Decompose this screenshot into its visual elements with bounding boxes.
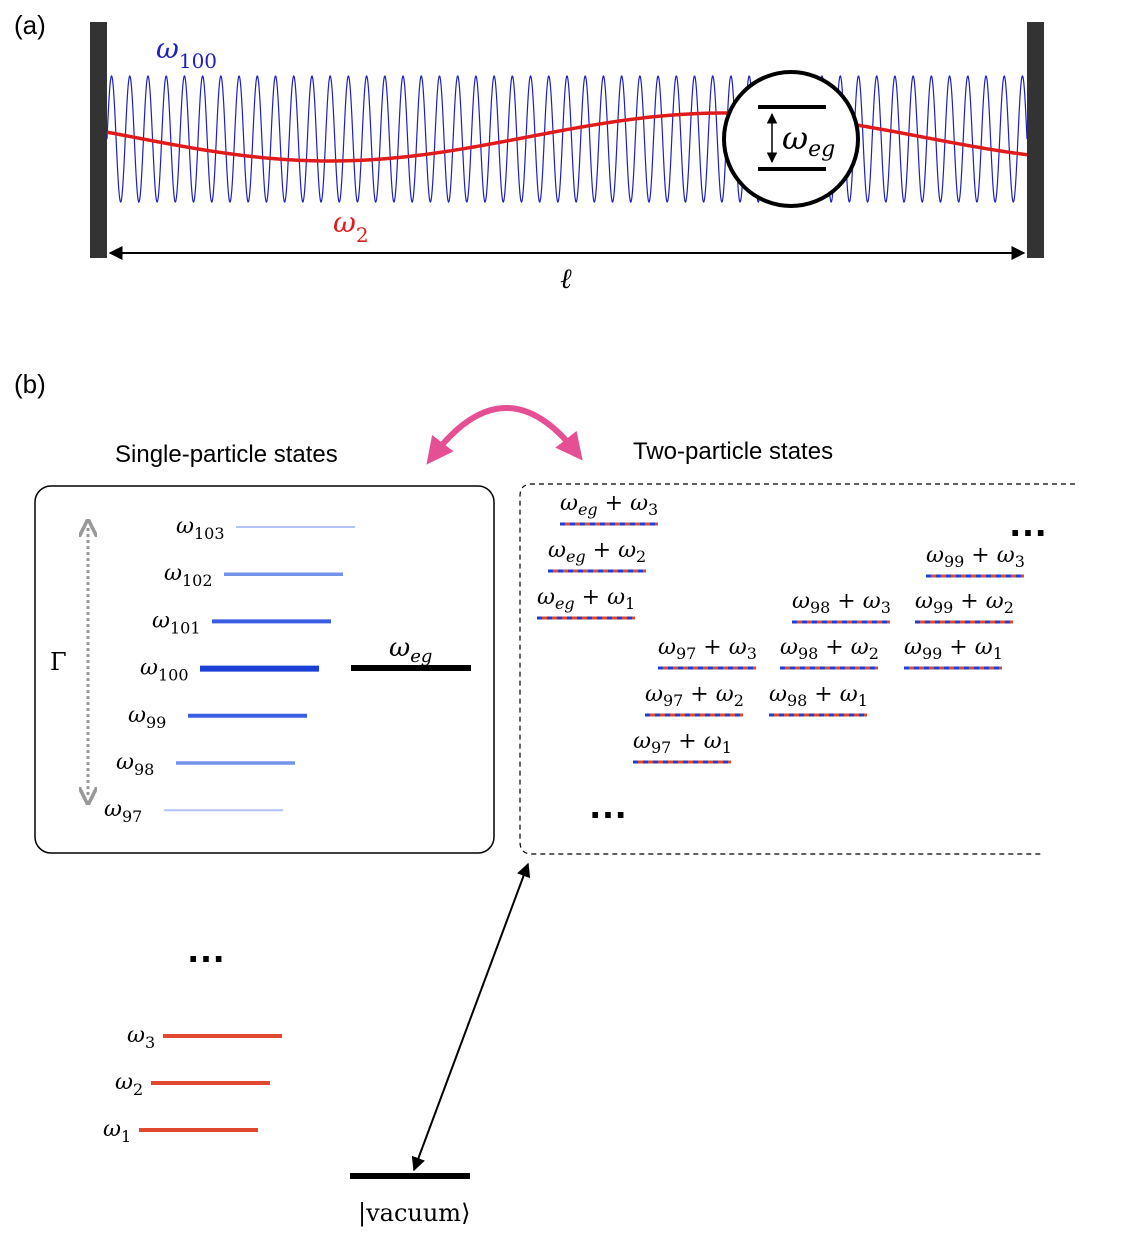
low-mode-levels: ω3 ω2 ω1 <box>103 1023 282 1146</box>
atom: ωeg <box>722 70 860 208</box>
single-level-label: ω99 <box>128 703 166 732</box>
coupling-arrow <box>426 405 583 465</box>
low-level-label: ω3 <box>127 1023 155 1052</box>
vacuum-label: |vacuum⟩ <box>358 1199 470 1228</box>
panel-a-label: (a) <box>14 10 46 40</box>
single-particle-box <box>34 485 495 854</box>
single-level-label: ω97 <box>104 797 142 826</box>
atom-label: ωeg <box>782 119 835 162</box>
single-particle-title: Single-particle states <box>115 441 338 468</box>
two-particle-state-label: ω98 + ω1 <box>769 682 868 710</box>
right-mirror <box>1027 22 1044 258</box>
two-particle-state-label: ω99 + ω3 <box>926 543 1025 571</box>
mode-2-label: ω2 <box>333 206 369 247</box>
mode-100-wave <box>106 74 1028 204</box>
length-label: ℓ <box>560 262 572 295</box>
two-particle-state-label: ω98 + ω3 <box>792 589 891 617</box>
ellipsis-right: … <box>1008 501 1050 545</box>
ellipsis-bottom: … <box>588 783 630 827</box>
left-mirror <box>90 22 107 258</box>
two-particle-state-label: ω98 + ω2 <box>780 635 879 663</box>
ellipsis-low-modes: … <box>186 927 228 971</box>
single-particle-levels: ω103 ω102 ω101 ω100 ω99 ω98 ω97 <box>104 514 355 826</box>
two-particle-box <box>519 483 1075 855</box>
two-particle-state-label: ω97 + ω3 <box>658 635 757 663</box>
two-particle-state-label: ωeg + ω2 <box>548 538 646 566</box>
mode-100-label: ω100 <box>156 32 217 73</box>
low-level-label: ω1 <box>103 1117 131 1146</box>
two-particle-state-label: ωeg + ω1 <box>537 585 635 613</box>
atom-level-label: ωeg <box>389 633 432 667</box>
single-level-label: ω103 <box>176 514 225 543</box>
panel-b-label: (b) <box>14 369 46 399</box>
two-particle-state-label: ωeg + ω3 <box>560 491 658 519</box>
two-particle-states: ωeg + ω3 ωeg + ω2 ωeg + ω1 ω99 + ω3 ω98 + ω3… <box>537 491 1025 764</box>
two-particle-state-label: ω99 + ω2 <box>915 589 1014 617</box>
single-level-label: ω100 <box>140 656 189 685</box>
mode-2-wave <box>106 111 1028 163</box>
gamma-label: Γ <box>50 648 67 676</box>
vacuum-excitation-arrow <box>411 862 531 1172</box>
single-level-label: ω102 <box>164 561 213 590</box>
two-particle-state-label: ω99 + ω1 <box>904 635 1003 663</box>
single-level-label: ω98 <box>116 750 154 779</box>
two-particle-state-label: ω97 + ω2 <box>645 682 744 710</box>
two-particle-state-label: ω97 + ω1 <box>633 729 732 757</box>
low-level-label: ω2 <box>115 1070 143 1099</box>
two-particle-title: Two-particle states <box>633 438 833 465</box>
single-level-label: ω101 <box>152 608 201 637</box>
